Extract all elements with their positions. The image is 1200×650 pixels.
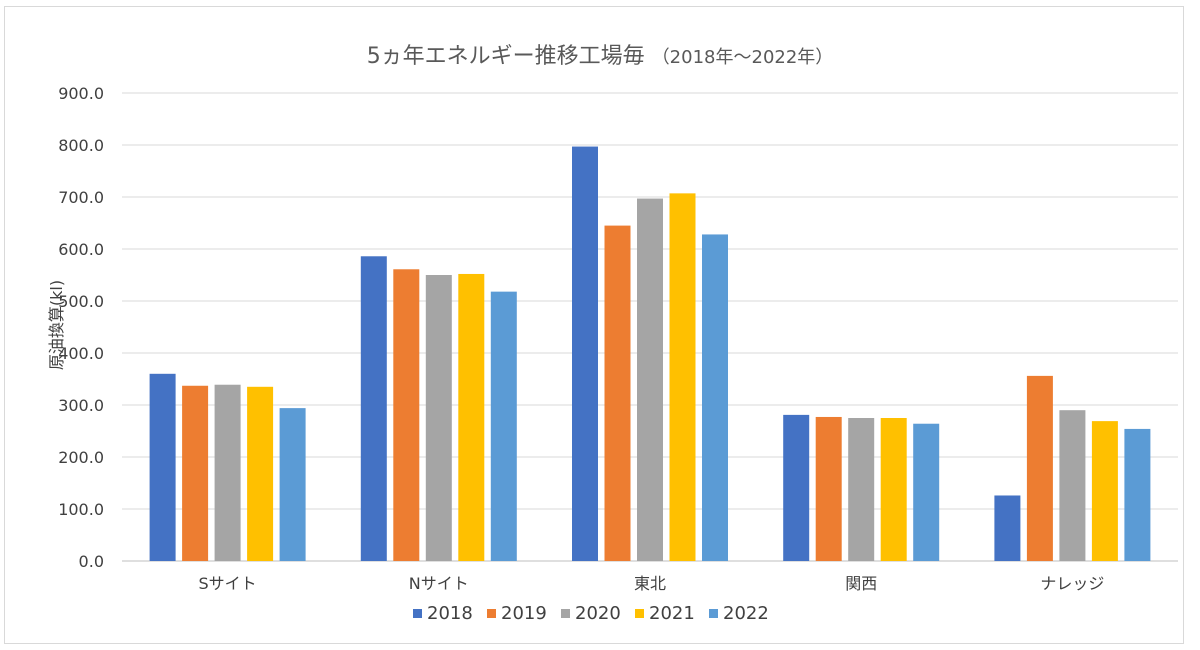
y-tick-label: 800.0 bbox=[58, 136, 104, 155]
legend-swatch bbox=[487, 609, 496, 618]
legend-swatch bbox=[561, 609, 570, 618]
bar bbox=[425, 275, 452, 561]
bar bbox=[182, 385, 209, 561]
legend-label: 2018 bbox=[427, 603, 473, 624]
y-tick-label: 700.0 bbox=[58, 188, 104, 207]
y-tick-label: 600.0 bbox=[58, 240, 104, 259]
chart-frame bbox=[4, 6, 1184, 644]
legend-swatch bbox=[709, 609, 718, 618]
chart-title-main: 5ヵ年エネルギー推移工場毎 bbox=[366, 44, 645, 69]
bar bbox=[815, 416, 842, 561]
y-tick-label: 400.0 bbox=[58, 344, 104, 363]
x-tick-label: Sサイト bbox=[199, 574, 257, 593]
y-tick-label: 300.0 bbox=[58, 396, 104, 415]
bar bbox=[458, 273, 485, 561]
bar bbox=[783, 414, 810, 561]
bar bbox=[247, 386, 274, 561]
x-tick-label: Nサイト bbox=[409, 574, 469, 593]
bar bbox=[490, 291, 517, 561]
legend-swatch bbox=[635, 609, 644, 618]
bar bbox=[880, 418, 907, 561]
bar bbox=[913, 423, 940, 561]
bar bbox=[994, 495, 1021, 561]
x-tick-label: 東北 bbox=[634, 574, 666, 593]
bar bbox=[669, 193, 696, 562]
bar bbox=[848, 418, 875, 561]
x-tick-label: ナレッジ bbox=[1040, 574, 1104, 593]
chart-title: 5ヵ年エネルギー推移工場毎 （2018年～2022年） bbox=[0, 38, 1200, 70]
legend-label: 2019 bbox=[501, 603, 547, 624]
legend-label: 2021 bbox=[649, 603, 695, 624]
y-tick-label: 500.0 bbox=[58, 292, 104, 311]
bar bbox=[279, 408, 306, 561]
bar bbox=[214, 384, 241, 561]
y-tick-label: 200.0 bbox=[58, 448, 104, 467]
chart-subtitle: （2018年～2022年） bbox=[651, 47, 834, 68]
x-tick-label: 関西 bbox=[845, 574, 877, 593]
bar bbox=[360, 256, 387, 561]
y-tick-label: 900.0 bbox=[58, 84, 104, 103]
y-tick-label: 100.0 bbox=[58, 500, 104, 519]
bar bbox=[1059, 410, 1086, 561]
bar bbox=[702, 234, 728, 561]
bar bbox=[572, 146, 598, 561]
y-tick-label: 0.0 bbox=[79, 552, 104, 571]
legend-swatch bbox=[413, 609, 422, 618]
bar bbox=[637, 198, 663, 561]
bar bbox=[1026, 375, 1053, 561]
legend-label: 2022 bbox=[723, 603, 769, 624]
bar bbox=[393, 269, 420, 561]
bar bbox=[1091, 421, 1118, 561]
legend-label: 2020 bbox=[575, 603, 621, 624]
bar bbox=[149, 373, 176, 561]
bar bbox=[1124, 428, 1151, 561]
bar bbox=[604, 225, 631, 561]
